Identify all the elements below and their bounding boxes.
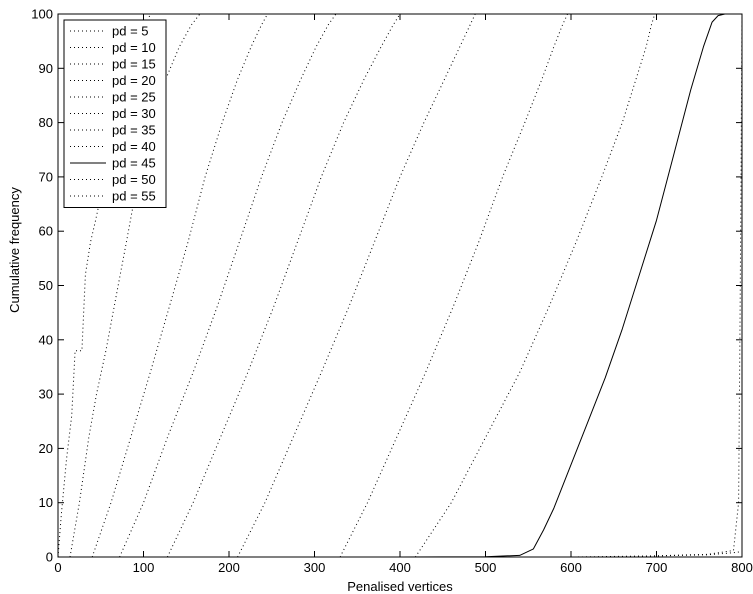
axes-frame: [57, 13, 743, 558]
legend-box: [63, 19, 167, 208]
series-line-2: [69, 13, 742, 558]
x-tick-label: 600: [560, 560, 582, 575]
legend-label: pd = 35: [112, 123, 156, 138]
legend-label: pd = 20: [112, 73, 156, 88]
y-tick-label: 30: [39, 387, 53, 402]
legend-label: pd = 25: [112, 90, 156, 105]
legend-label: pd = 10: [112, 40, 156, 55]
x-tick-label: 0: [54, 560, 61, 575]
y-tick-label: 50: [39, 278, 53, 293]
legend-label: pd = 5: [112, 24, 149, 39]
series-line-4: [119, 13, 742, 558]
y-tick-label: 100: [31, 7, 53, 22]
x-tick-label: 400: [389, 560, 411, 575]
series-line-8: [414, 13, 742, 558]
y-tick-label: 20: [39, 441, 53, 456]
x-tick-label: 100: [133, 560, 155, 575]
x-tick-label: 300: [304, 560, 326, 575]
x-tick-label: 800: [731, 560, 753, 575]
series-line-3: [91, 13, 742, 558]
series-line-11: [58, 551, 743, 558]
series-line-7: [339, 13, 742, 558]
legend-label: pd = 55: [112, 189, 156, 204]
y-tick-label: 10: [39, 495, 53, 510]
y-axis-label: Cumulative frequency: [7, 187, 22, 313]
legend-label: pd = 45: [112, 156, 156, 171]
plot-area: [58, 14, 742, 557]
y-tick-label: 0: [46, 550, 53, 565]
y-tick-label: 90: [39, 61, 53, 76]
legend-label: pd = 50: [112, 172, 156, 187]
y-tick-label: 40: [39, 332, 53, 347]
legend-label: pd = 40: [112, 139, 156, 154]
series-line-6: [237, 13, 742, 558]
legend-label: pd = 15: [112, 57, 156, 72]
y-tick-label: 80: [39, 115, 53, 130]
x-tick-label: 200: [218, 560, 240, 575]
x-tick-label: 700: [646, 560, 668, 575]
y-tick-label: 60: [39, 224, 53, 239]
x-tick-label: 500: [475, 560, 497, 575]
y-tick-label: 70: [39, 169, 53, 184]
x-axis-label: Penalised vertices: [347, 579, 453, 594]
series-line-9: [58, 13, 742, 558]
legend-label: pd = 30: [112, 106, 156, 121]
series-line-10: [58, 13, 743, 558]
